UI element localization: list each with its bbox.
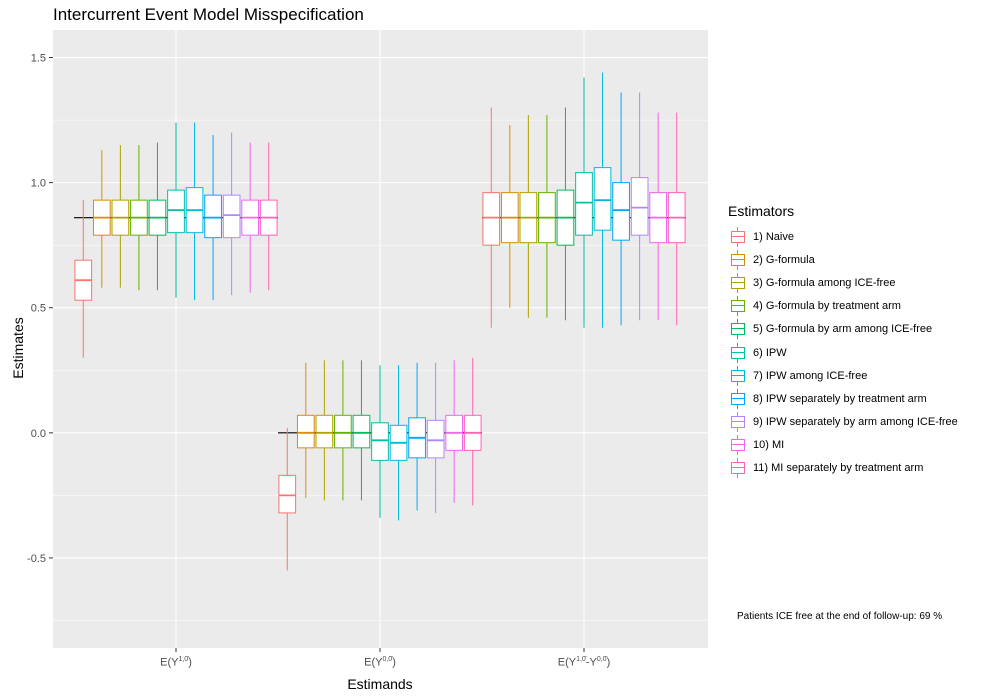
y-tick-label: -0.5 [27,553,46,565]
box [315,414,334,449]
legend-label: 5) G-formula by arm among ICE-free [753,323,933,336]
legend-label: 7) IPW among ICE-free [753,369,868,382]
box-group3-est7 [593,72,612,328]
box-group2-est11 [463,357,482,506]
box-group2-est5 [352,360,371,501]
legend-label: 6) IPW [753,346,787,359]
box-group1-est4 [130,145,148,291]
y-axis: -0.5 0.0 0.5 1.0 1.5 [27,53,53,565]
box [352,414,371,449]
box-group2-est3 [315,360,334,501]
legend-item: 1) Naive [728,225,958,248]
box-group1-est2 [92,150,111,288]
box [222,194,241,239]
legend-item: 9) IPW separately by arm among ICE-free [728,411,958,434]
legend-label: 1) Naive [753,230,794,243]
y-tick-label: 1.5 [31,53,46,65]
box-group3-est8 [612,92,630,326]
box-group2-est10 [445,360,464,503]
box [482,192,501,246]
box-group1-est9 [222,132,241,296]
y-tick-label: 0.0 [31,428,46,440]
legend-key-icon [728,226,748,247]
box [167,189,185,234]
x-tick-label: E(Y1,0̄) [160,656,192,669]
y-tick-label: 0.5 [31,303,46,315]
boxes [74,72,686,571]
box-group1-est5 [148,142,167,291]
box [278,474,297,514]
box-group3-est11 [667,112,686,326]
legend-key-icon [728,458,748,479]
y-axis-title: Estimates [10,317,26,379]
box [334,414,352,449]
legend-item: 3) G-formula among ICE-free [728,271,958,294]
legend-key-icon [728,435,748,456]
box-group1-est7 [185,122,204,301]
box [426,419,445,459]
legend-item: 6) IPW [728,341,958,364]
box [630,177,649,236]
box-group3-est6 [575,77,593,328]
legend-item: 10) MI [728,434,958,457]
legend-key-icon [728,296,748,317]
box [371,422,389,461]
legend-label: 2) G-formula [753,253,815,266]
box [593,167,612,231]
box-group2-est7 [389,365,408,521]
legend-label: 10) MI [753,439,785,452]
chart-title: Intercurrent Event Model Misspecificatio… [53,5,364,24]
legend-key-icon [728,388,748,409]
box-group2-est1 [278,427,297,571]
legend: Estimators 1) Naive 2) G-formula 3) G-form… [728,203,958,480]
box-group2-est6 [371,365,389,518]
box-group1-est3 [111,145,130,288]
legend-key-icon [728,249,748,270]
footnote: Patients ICE free at the end of follow-u… [737,611,943,622]
box-group3-est3 [519,115,538,318]
legend-label: 8) IPW separately by treatment arm [753,392,927,405]
box-group2-est9 [426,362,445,513]
box-group1-est1 [74,200,93,358]
x-tick-label: E(Y1,0̄-Y0,0̄) [557,656,611,669]
box [296,414,315,449]
legend-item: 5) G-formula by arm among ICE-free [728,318,958,341]
legend-item: 4) G-formula by treatment arm [728,295,958,318]
box-group1-est6 [167,122,185,298]
legend-item: 8) IPW separately by treatment arm [728,387,958,410]
legend-key-icon [728,365,748,386]
legend-label: 3) G-formula among ICE-free [753,276,896,289]
box-group1-est11 [259,142,278,291]
x-tick-label: E(Y0,0̄) [364,656,396,669]
box-group2-est2 [296,362,315,498]
box-group3-est10 [649,112,668,321]
legend-key-icon [728,412,748,433]
legend-item: 2) G-formula [728,248,958,271]
box-group3-est1 [482,107,501,328]
y-tick-label: 1.0 [31,178,46,190]
x-axis [175,648,585,652]
box [612,182,630,241]
box [575,172,593,236]
legend-item: 11) MI separately by treatment arm [728,457,958,480]
x-axis-title: Estimands [347,676,413,692]
box-group3-est5 [556,107,575,321]
legend-label: 4) G-formula by treatment arm [753,300,901,313]
legend-key-icon [728,272,748,293]
legend-key-icon [728,342,748,363]
box-group2-est4 [334,360,352,501]
legend-label: 9) IPW separately by arm among ICE-free [753,416,958,429]
box-group1-est10 [241,142,260,293]
box-group3-est9 [630,92,649,321]
legend-key-icon [728,319,748,340]
legend-label: 11) MI separately by treatment arm [753,462,924,475]
box [204,194,222,239]
legend-title: Estimators [728,203,795,219]
box-group2-est8 [408,362,426,511]
box-group3-est4 [538,115,556,318]
legend-item: 7) IPW among ICE-free [728,364,958,387]
box-group1-est8 [204,135,222,301]
box-group3-est2 [500,125,519,308]
